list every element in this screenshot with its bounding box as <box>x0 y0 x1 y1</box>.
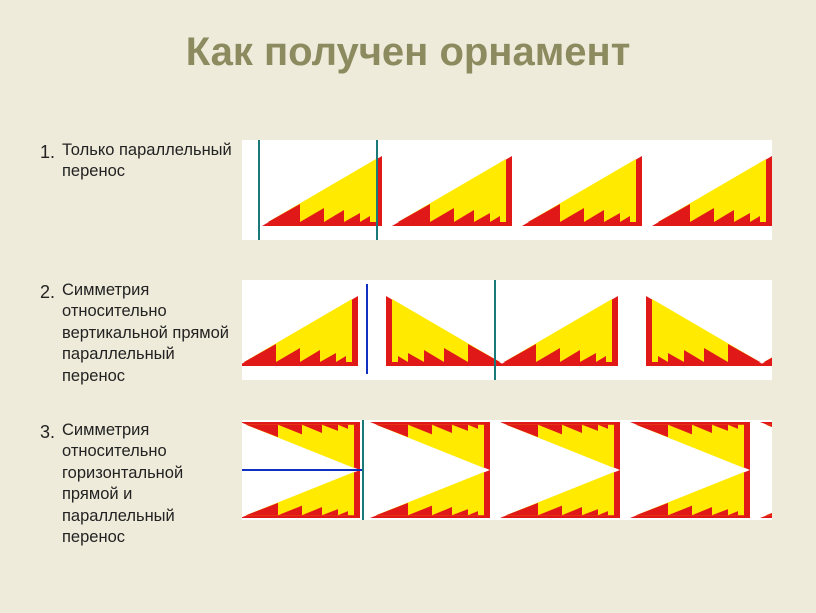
row-1: 1. Только параллельный перенос <box>40 140 780 240</box>
row-2-number: 2. <box>40 280 62 303</box>
row-1-number: 1. <box>40 140 62 163</box>
row-2-label: Симметрия относительно вертикальной прям… <box>62 280 242 387</box>
row-2: 2. Симметрия относительно вертикальной п… <box>40 280 780 387</box>
row-3-label: Симметрия относительно горизонтальной пр… <box>62 420 242 549</box>
ornament-2 <box>242 280 772 380</box>
ornament-3 <box>242 420 772 520</box>
row-3-number: 3. <box>40 420 62 443</box>
row-3: 3. Симметрия относительно горизонтальной… <box>40 420 780 549</box>
page-title: Как получен орнамент <box>0 30 816 75</box>
row-1-label: Только параллельный перенос <box>62 140 242 183</box>
ornament-1 <box>242 140 772 240</box>
